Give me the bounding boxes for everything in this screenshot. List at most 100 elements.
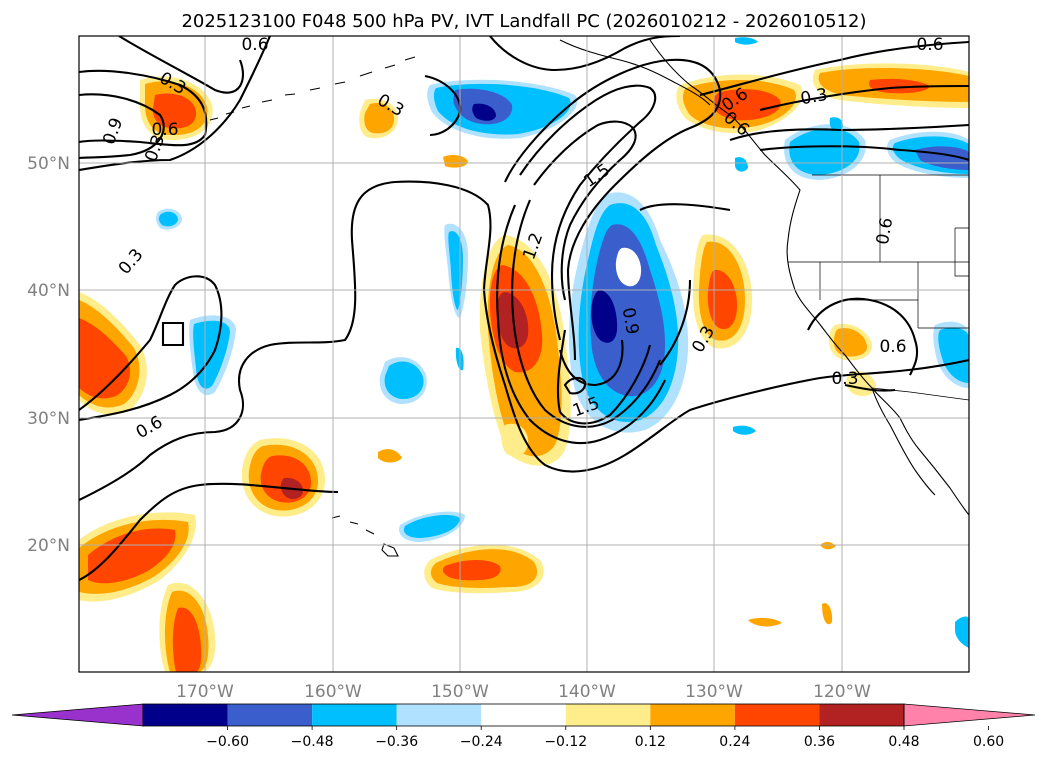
contour-label: 0.6 xyxy=(873,216,897,246)
positive-anomaly-region xyxy=(442,560,501,581)
longitude-labels: 170°W 160°W 150°W 140°W 130°W 120°W xyxy=(176,682,871,702)
positive-anomaly-region xyxy=(820,542,836,550)
baja-california-coastline xyxy=(871,387,936,496)
negative-anomaly-region xyxy=(472,103,496,121)
colorbar-tick-label: −0.12 xyxy=(544,734,587,750)
hawaiian-islands xyxy=(331,515,399,557)
pv-contour-line xyxy=(161,321,185,347)
pv-contour-line xyxy=(533,120,637,301)
contour-label: 0.9 xyxy=(618,306,642,336)
negative-anomaly-region xyxy=(403,514,460,538)
map-gridlines xyxy=(79,36,969,672)
colorbar-tick-label: −0.48 xyxy=(291,734,334,750)
colorbar-tick-label: −0.60 xyxy=(206,734,249,750)
pv-contour-line xyxy=(639,203,731,212)
latitude-label: 40°N xyxy=(27,281,70,301)
colorbar-tick-label: 0.36 xyxy=(804,734,835,750)
colorbar-segment xyxy=(227,704,313,726)
colorbar: −0.60 −0.48 −0.36 −0.24 −0.12 0.12 0.24 0.36 0.4… xyxy=(11,703,1036,750)
colorbar-segment xyxy=(396,704,482,726)
pv-contour-line xyxy=(659,279,692,366)
contour-label: 0.6 xyxy=(879,337,906,357)
us-mexico-border xyxy=(871,387,969,401)
longitude-label: 160°W xyxy=(304,682,362,702)
negative-anomaly-region xyxy=(591,290,618,343)
contour-label: 0.3 xyxy=(799,85,829,109)
latitude-label: 20°N xyxy=(27,536,70,556)
colorbar-extend-high xyxy=(903,703,1036,727)
colorbar-segment xyxy=(650,704,735,726)
north-america-coastline xyxy=(649,39,969,516)
colorbar-segment xyxy=(312,704,397,726)
negative-anomaly-region xyxy=(733,425,756,435)
map-frame xyxy=(78,35,970,673)
negative-anomaly-region xyxy=(158,211,178,227)
negative-anomaly-region xyxy=(938,327,969,383)
colorbar-tick-label: 0.60 xyxy=(973,734,1004,750)
colorbar-tick-label: 0.24 xyxy=(719,734,750,750)
colorbar-tick-label: 0.48 xyxy=(888,734,919,750)
negative-anomaly-region xyxy=(955,616,969,648)
positive-anomaly-region xyxy=(707,269,738,330)
colorbar-tick-label: −0.24 xyxy=(460,734,503,750)
colorbar-tick-label: −0.36 xyxy=(375,734,418,750)
pv-contour-line xyxy=(496,204,666,445)
pv-contour-line xyxy=(844,383,896,392)
figure-title: 2025123100 F048 500 hPa PV, IVT Landfall… xyxy=(181,11,866,32)
pv-contour-line xyxy=(759,145,969,161)
positive-anomaly-region xyxy=(79,318,131,399)
longitude-label: 120°W xyxy=(813,682,871,702)
contour-label: 0.3 xyxy=(831,369,858,389)
negative-anomaly-region xyxy=(590,224,666,397)
pv-contour-line xyxy=(79,93,165,160)
pv-contour-line xyxy=(79,482,339,581)
colorbar-segment xyxy=(481,704,566,726)
pv-contour-line xyxy=(807,297,919,376)
colorbar-frame xyxy=(142,703,905,727)
pv-contour-line xyxy=(79,69,208,147)
negative-anomaly-region xyxy=(735,37,758,45)
pv-contour-line xyxy=(504,58,722,361)
negative-anomaly-region xyxy=(735,157,748,172)
negative-anomaly-region xyxy=(384,361,424,400)
map-panel: 0.6 0.6 0.3 0.3 0.6 0.3 1.2 1.5 1.5 0.9 … xyxy=(78,35,970,673)
positive-anomaly-region xyxy=(713,89,781,121)
latitude-label: 50°N xyxy=(27,154,70,174)
latitude-label: 30°N xyxy=(27,409,70,429)
pv-contour-line xyxy=(511,199,661,428)
colorbar-segment xyxy=(143,704,228,726)
contour-label: 0.6 xyxy=(916,35,943,55)
positive-anomaly-region xyxy=(748,617,782,627)
negative-anomaly-region xyxy=(829,117,843,132)
colorbar-extend-low xyxy=(11,703,144,727)
alaska-coastline xyxy=(559,39,711,106)
pv-anomaly-shading xyxy=(79,37,969,672)
longitude-label: 150°W xyxy=(431,682,489,702)
positive-anomaly-region xyxy=(88,528,176,584)
colorbar-segment xyxy=(734,704,820,726)
latitude-labels: 50°N 40°N 30°N 20°N xyxy=(27,154,70,556)
pv-contour-line xyxy=(118,36,245,94)
pv-contour-line xyxy=(558,339,624,387)
colorbar-segment xyxy=(819,704,904,726)
positive-anomaly-region xyxy=(822,603,833,625)
pv-contour-line xyxy=(79,275,223,422)
anomaly-hole xyxy=(615,247,642,287)
contour-label: 0.6 xyxy=(151,120,178,140)
positive-anomaly-region xyxy=(172,607,202,672)
pv-contour-line xyxy=(79,180,969,501)
positive-anomaly-region xyxy=(378,449,402,463)
contour-label: 0.6 xyxy=(241,35,268,55)
positive-anomaly-region xyxy=(364,102,394,134)
colorbar-segment xyxy=(565,704,651,726)
longitude-label: 130°W xyxy=(685,682,743,702)
longitude-label: 170°W xyxy=(176,682,234,702)
pv-contour-line xyxy=(489,36,681,72)
pv-contour-line xyxy=(699,40,969,97)
positive-anomaly-region xyxy=(443,154,468,168)
pv-contour-line xyxy=(759,84,969,112)
positive-anomaly-region xyxy=(152,93,197,129)
state-borders xyxy=(788,175,969,329)
pv-contour-line xyxy=(519,84,657,341)
longitude-label: 140°W xyxy=(558,682,616,702)
